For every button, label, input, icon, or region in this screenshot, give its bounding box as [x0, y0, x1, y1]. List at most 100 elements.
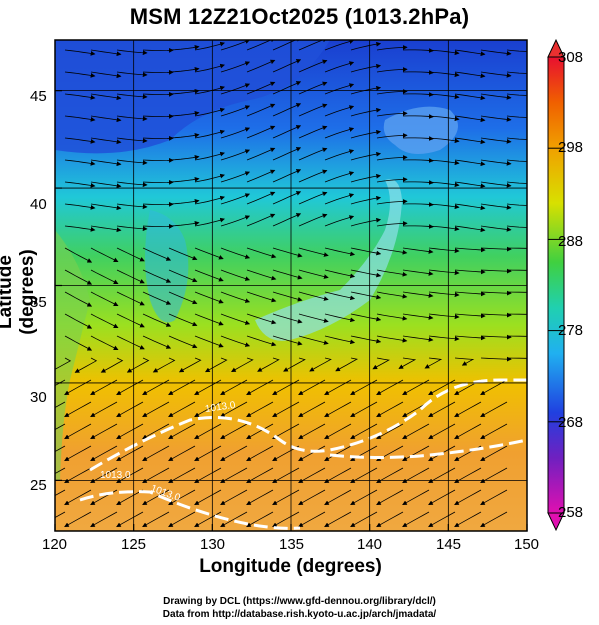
streamline — [220, 149, 251, 161]
streamline — [506, 115, 527, 118]
streamline — [376, 269, 408, 277]
streamline — [116, 489, 144, 505]
streamline — [142, 92, 174, 97]
streamline — [116, 313, 145, 328]
streamline — [324, 313, 356, 323]
streamline — [168, 379, 196, 395]
streamline — [168, 511, 196, 527]
streamline — [324, 247, 356, 257]
streamline — [64, 423, 92, 439]
contour-label-2: 1013.0 — [100, 470, 131, 481]
streamline — [246, 191, 276, 205]
streamline — [55, 423, 66, 430]
streamline — [142, 291, 172, 305]
streamline — [376, 221, 408, 227]
colorbar-tick-268: 268 — [558, 414, 584, 431]
streamline — [116, 423, 144, 439]
streamline — [64, 137, 96, 144]
streamline — [272, 335, 303, 346]
streamline — [350, 489, 378, 505]
streamline — [428, 401, 456, 417]
streamline — [220, 269, 251, 281]
streamline — [246, 269, 277, 281]
streamline — [116, 203, 148, 210]
streamline — [350, 107, 382, 117]
streamline — [283, 357, 306, 372]
streamline — [402, 313, 434, 320]
streamlines — [55, 40, 527, 527]
streamline — [90, 291, 119, 306]
streamline — [90, 511, 118, 527]
streamline — [152, 357, 176, 373]
streamline — [480, 49, 512, 56]
streamline — [402, 48, 434, 53]
streamline — [116, 379, 144, 395]
streamline — [402, 291, 434, 298]
streamline — [168, 445, 196, 461]
streamline — [324, 269, 356, 279]
streamline — [428, 181, 460, 188]
streamline — [376, 89, 408, 95]
streamline — [64, 401, 92, 417]
streamline — [246, 169, 276, 183]
streamline — [64, 159, 96, 166]
streamline — [480, 379, 508, 395]
streamline — [272, 379, 300, 395]
streamline — [220, 511, 248, 527]
x-tick-125: 125 — [121, 536, 147, 553]
streamline — [64, 203, 96, 210]
streamline — [168, 401, 196, 417]
streamline — [142, 136, 174, 141]
isobar-1013 — [79, 378, 527, 530]
streamline — [506, 159, 527, 162]
streamline — [116, 335, 145, 350]
colorbar — [547, 56, 565, 514]
streamline — [324, 335, 356, 345]
streamline — [324, 291, 356, 301]
streamline — [298, 489, 326, 505]
streamline — [480, 312, 512, 318]
streamline — [220, 40, 251, 51]
isobar-1013-north — [89, 378, 527, 472]
streamline — [506, 181, 527, 184]
streamline — [376, 379, 404, 395]
streamline — [480, 268, 512, 274]
streamline — [402, 511, 430, 527]
streamline — [350, 195, 382, 205]
streamline — [402, 335, 434, 342]
streamline — [220, 423, 248, 439]
streamline — [64, 445, 92, 461]
y-tick-40: 40 — [30, 196, 47, 213]
streamline — [194, 401, 222, 417]
streamline — [324, 105, 355, 117]
streamline — [168, 198, 200, 205]
streamline — [142, 401, 170, 417]
streamline — [324, 215, 355, 227]
streamline — [272, 313, 303, 324]
japan-hokkaido — [383, 106, 458, 154]
streamline — [506, 225, 527, 228]
streamline — [272, 103, 302, 117]
streamline — [272, 147, 302, 161]
streamline — [376, 177, 408, 183]
streamline — [220, 401, 248, 417]
streamline — [480, 511, 508, 527]
streamline — [64, 49, 96, 56]
streamline — [90, 115, 122, 123]
streamline — [142, 180, 174, 185]
streamline — [246, 81, 276, 95]
streamline — [402, 247, 434, 254]
streamline — [142, 313, 172, 327]
streamline — [142, 158, 174, 163]
streamline — [376, 155, 408, 161]
streamline — [257, 357, 280, 372]
streamline — [246, 445, 274, 461]
streamline — [116, 269, 145, 284]
streamline — [194, 63, 225, 73]
streamline — [246, 511, 274, 527]
streamline — [480, 93, 512, 100]
streamline — [90, 181, 122, 189]
china-coast — [55, 230, 90, 480]
streamline — [298, 511, 326, 527]
streamline — [116, 225, 148, 232]
